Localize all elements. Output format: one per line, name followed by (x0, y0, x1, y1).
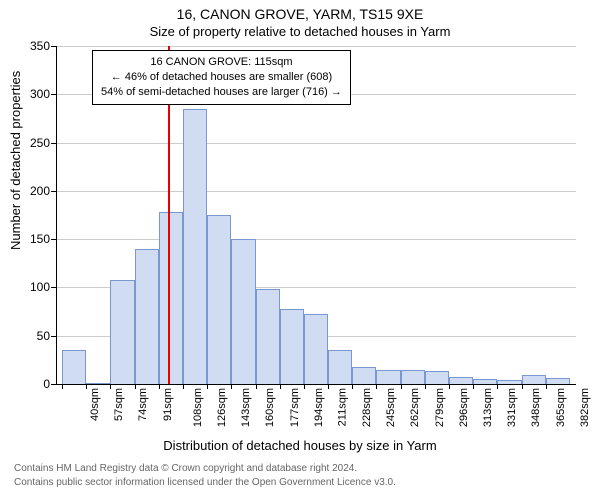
x-tick-label: 348sqm (531, 388, 543, 427)
x-tick-label: 331sqm (506, 388, 518, 427)
x-tick-label: 313sqm (482, 388, 494, 427)
x-tick-label: 365sqm (555, 388, 567, 427)
annotation-line: 54% of semi-detached houses are larger (… (101, 85, 342, 100)
histogram-bar (304, 314, 328, 384)
histogram-bar (207, 215, 231, 384)
x-tick-label: 296sqm (458, 388, 470, 427)
gridline (56, 239, 576, 240)
histogram-bar (183, 109, 207, 384)
x-tick-label: 194sqm (313, 388, 325, 427)
x-tick-label: 108sqm (192, 388, 204, 427)
gridline (56, 191, 576, 192)
chart-container: 16, CANON GROVE, YARM, TS15 9XE Size of … (0, 0, 600, 500)
x-tick-label: 279sqm (434, 388, 446, 427)
x-tick-label: 57sqm (113, 388, 125, 421)
histogram-bar (110, 280, 134, 384)
histogram-bar (135, 249, 159, 384)
x-axis-label: Distribution of detached houses by size … (0, 438, 600, 453)
histogram-bar (62, 350, 86, 384)
chart-title: 16, CANON GROVE, YARM, TS15 9XE (0, 6, 600, 22)
x-tick-label: 126sqm (216, 388, 228, 427)
gridline (56, 143, 576, 144)
histogram-bar (352, 367, 376, 384)
x-tick-label: 262sqm (410, 388, 422, 427)
x-tick-label: 40sqm (89, 388, 101, 421)
footnote-line: Contains HM Land Registry data © Crown c… (14, 462, 396, 476)
histogram-bar (280, 309, 304, 384)
histogram-bar (449, 377, 473, 384)
histogram-bar (256, 289, 280, 384)
histogram-bar (231, 239, 255, 384)
x-tick-label: 211sqm (336, 388, 348, 426)
x-tick-label: 228sqm (361, 388, 373, 427)
x-tick-label: 177sqm (289, 388, 301, 427)
histogram-bar (401, 370, 425, 384)
x-tick-label: 382sqm (579, 388, 591, 427)
histogram-bar (159, 212, 183, 384)
x-tick-label: 160sqm (264, 388, 276, 427)
y-axis (56, 46, 57, 384)
annotation-line: ← 46% of detached houses are smaller (60… (101, 70, 342, 85)
gridline (56, 46, 576, 47)
histogram-bar (522, 375, 546, 384)
x-tick-label: 143sqm (240, 388, 252, 427)
y-axis-label: Number of detached properties (8, 71, 23, 250)
x-tick-label: 74sqm (137, 388, 149, 421)
footnote-line: Contains public sector information licen… (14, 476, 396, 490)
annotation-box: 16 CANON GROVE: 115sqm ← 46% of detached… (92, 50, 351, 105)
x-tick-label: 91sqm (162, 388, 174, 421)
histogram-bar (328, 350, 352, 384)
chart-subtitle: Size of property relative to detached ho… (0, 24, 600, 39)
histogram-bar (425, 371, 449, 384)
annotation-line: 16 CANON GROVE: 115sqm (101, 55, 342, 70)
histogram-bar (376, 370, 400, 384)
x-tick-label: 245sqm (385, 388, 397, 427)
x-axis (56, 384, 576, 385)
footnote: Contains HM Land Registry data © Crown c… (14, 462, 396, 489)
